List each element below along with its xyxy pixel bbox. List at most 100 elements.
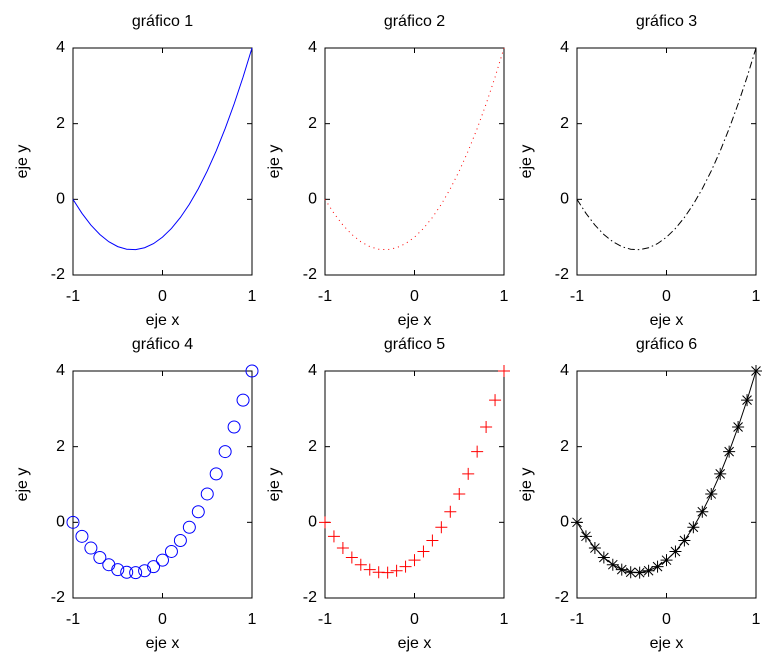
marker [588, 542, 601, 555]
marker [633, 566, 646, 579]
y-tick-label: -2 [555, 266, 569, 283]
marker [182, 520, 196, 534]
y-tick-label: 4 [56, 362, 65, 379]
y-tick-label: 0 [308, 514, 317, 531]
x-axis-label: eje x [146, 635, 180, 652]
x-axis-label: eje x [650, 635, 684, 652]
x-tick-label: -1 [66, 611, 80, 628]
y-tick-label: -2 [303, 589, 317, 606]
marker [381, 566, 394, 579]
marker [606, 558, 619, 571]
marker [642, 564, 655, 577]
marker [660, 554, 673, 567]
marker [669, 545, 682, 558]
marker [615, 563, 628, 576]
chart-title: gráfico 6 [636, 336, 697, 353]
marker [471, 445, 484, 458]
marker [390, 564, 403, 577]
y-axis-label: eje y [14, 468, 31, 502]
marker [156, 553, 169, 567]
x-axis-label: eje x [398, 635, 432, 652]
marker [236, 393, 250, 407]
marker [597, 551, 610, 564]
marker [120, 565, 134, 579]
axes-box [324, 47, 505, 276]
y-tick-label: 2 [56, 115, 65, 132]
marker [84, 541, 98, 555]
axes-box [576, 47, 757, 276]
x-tick-label: 1 [500, 288, 509, 305]
y-tick-label: 4 [56, 39, 65, 56]
x-tick-label: 0 [410, 611, 419, 628]
marker [624, 566, 637, 579]
marker [354, 558, 367, 571]
marker [319, 516, 331, 529]
x-tick-label: 1 [500, 611, 509, 628]
x-tick-label: 1 [248, 611, 257, 628]
x-tick-label: 0 [158, 288, 167, 305]
marker [462, 467, 475, 480]
x-tick-label: -1 [66, 288, 80, 305]
line [576, 370, 757, 574]
marker [453, 487, 466, 500]
y-tick-label: 0 [560, 514, 569, 531]
y-tick-label: 0 [56, 191, 65, 208]
marker [678, 534, 691, 547]
marker [336, 542, 349, 555]
y-tick-label: 2 [560, 438, 569, 455]
marker [75, 529, 89, 543]
line [72, 47, 253, 251]
x-tick-label: -1 [318, 288, 332, 305]
marker [111, 563, 125, 577]
y-tick-label: 4 [560, 362, 569, 379]
marker [147, 560, 161, 574]
chart-title: gráfico 3 [636, 13, 697, 30]
x-tick-label: 0 [158, 611, 167, 628]
marker [327, 530, 340, 543]
marker [687, 521, 700, 534]
marker [245, 364, 259, 378]
marker [723, 445, 736, 458]
line [576, 47, 757, 251]
marker [129, 566, 143, 580]
y-axis-label: eje y [518, 145, 535, 179]
y-tick-label: 4 [308, 39, 317, 56]
marker [200, 487, 214, 501]
marker [480, 420, 493, 433]
marker [741, 394, 754, 407]
marker [66, 515, 80, 529]
marker [399, 560, 412, 573]
x-tick-label: -1 [318, 611, 332, 628]
y-tick-label: 2 [560, 115, 569, 132]
y-tick-label: 4 [308, 362, 317, 379]
x-tick-label: 1 [752, 288, 761, 305]
marker [714, 467, 727, 480]
marker [489, 394, 502, 407]
y-tick-label: 2 [308, 438, 317, 455]
y-tick-label: 0 [560, 191, 569, 208]
x-tick-label: -1 [570, 288, 584, 305]
y-axis-label: eje y [518, 468, 535, 502]
marker [164, 544, 178, 558]
x-tick-label: 0 [662, 288, 671, 305]
marker [363, 563, 376, 576]
x-tick-label: 0 [410, 288, 419, 305]
y-tick-label: 4 [560, 39, 569, 56]
y-tick-label: 2 [56, 438, 65, 455]
marker [571, 516, 583, 529]
y-axis-label: eje y [266, 145, 283, 179]
marker [191, 505, 205, 519]
x-tick-label: 1 [752, 611, 761, 628]
chart-title: gráfico 4 [132, 336, 193, 353]
marker [705, 487, 718, 500]
marker [227, 420, 241, 434]
y-axis-label: eje y [266, 468, 283, 502]
line [324, 47, 505, 251]
x-tick-label: -1 [570, 611, 584, 628]
marker [102, 558, 116, 572]
y-tick-label: -2 [51, 266, 65, 283]
chart-title: gráfico 2 [384, 13, 445, 30]
x-tick-label: 0 [662, 611, 671, 628]
x-axis-label: eje x [146, 312, 180, 329]
